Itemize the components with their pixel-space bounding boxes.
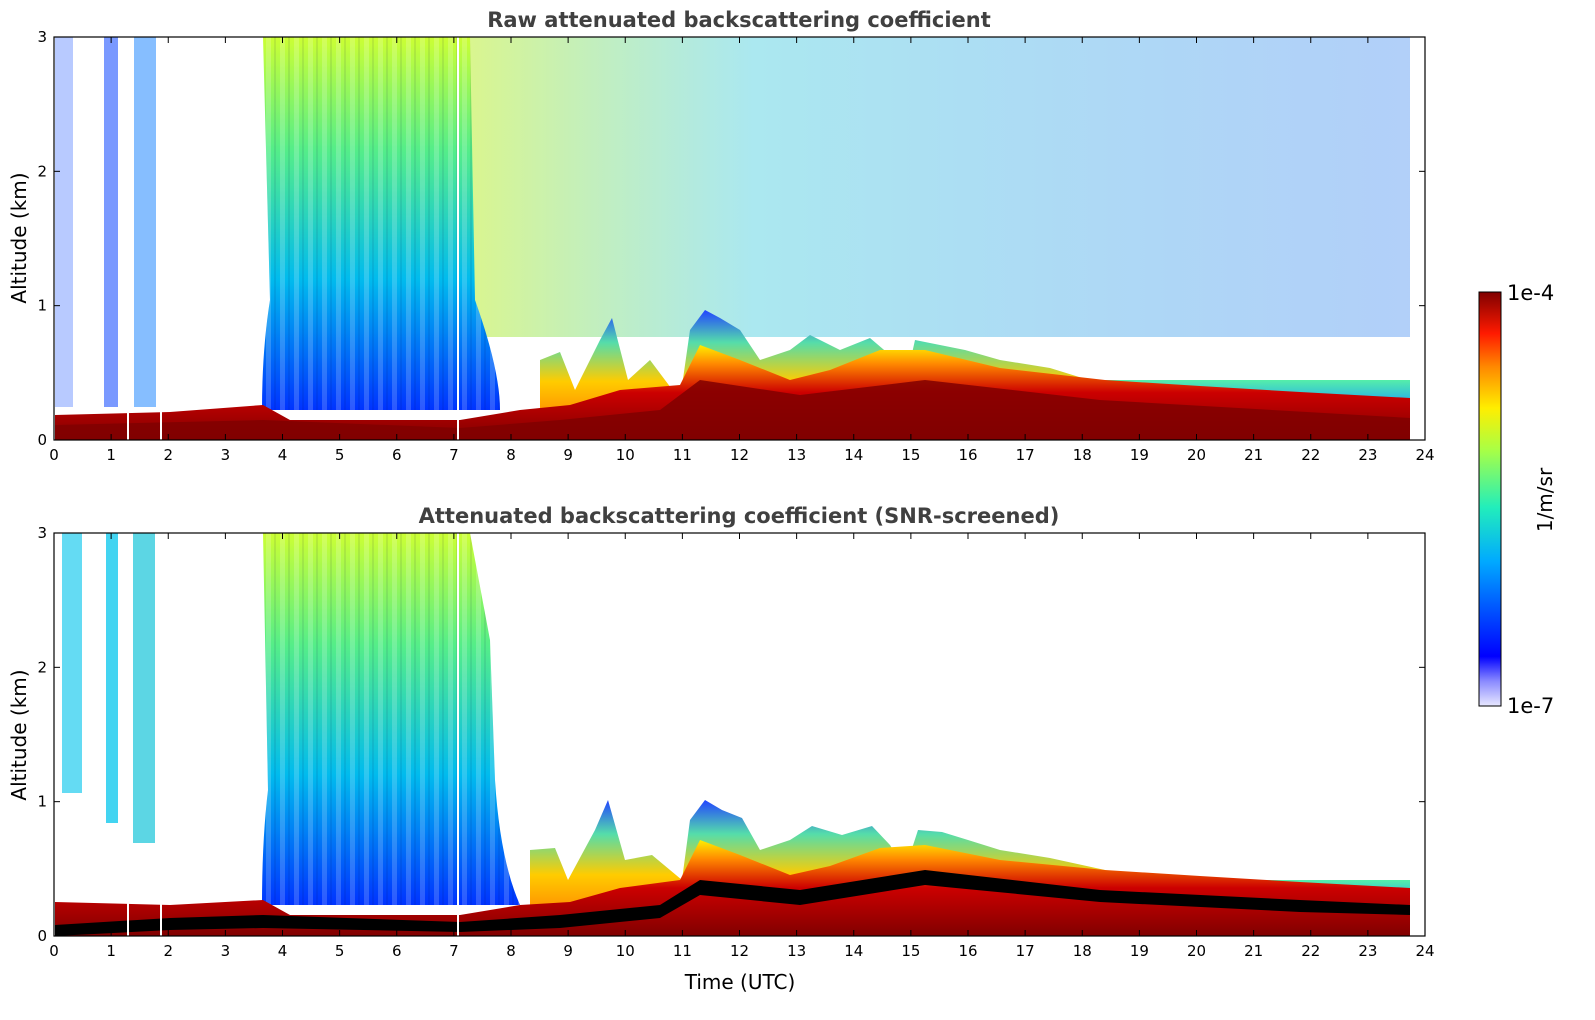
panel-screened-xticks: 0 1 2 3 4 5 6 7 8 9 10 11 12 13 14 15 16 17 18 19 20 21 22 23 24 bbox=[49, 533, 1435, 960]
xtick-label: 18 bbox=[1073, 446, 1092, 464]
xtick-label: 19 bbox=[1130, 446, 1149, 464]
xtick-label: 7 bbox=[449, 446, 459, 464]
xtick-label: 11 bbox=[673, 446, 692, 464]
xtick-label: 17 bbox=[1016, 446, 1035, 464]
raw-streak-1 bbox=[55, 37, 73, 407]
xtick-label: 1 bbox=[106, 446, 116, 464]
xtick-label: 11 bbox=[673, 942, 692, 960]
panel-raw-title: Raw attenuated backscattering coefficien… bbox=[487, 8, 991, 32]
xtick-label: 16 bbox=[958, 446, 977, 464]
xtick-label: 3 bbox=[221, 942, 231, 960]
xtick-label: 2 bbox=[163, 446, 173, 464]
xtick-label: 3 bbox=[221, 446, 231, 464]
xtick-label: 15 bbox=[901, 446, 920, 464]
xtick-label: 23 bbox=[1358, 446, 1377, 464]
xtick-label: 18 bbox=[1073, 942, 1092, 960]
xtick-label: 8 bbox=[506, 446, 516, 464]
panel-screened-ylabel: Altitude (km) bbox=[7, 669, 31, 800]
ytick-label: 3 bbox=[37, 524, 47, 542]
raw-streak-3 bbox=[134, 37, 156, 407]
panel-screened-plot-area bbox=[55, 533, 1410, 936]
xtick-label: 5 bbox=[335, 942, 345, 960]
xtick-label: 12 bbox=[730, 446, 749, 464]
screened-black-core bbox=[55, 870, 1410, 936]
xtick-label: 9 bbox=[563, 942, 573, 960]
xtick-label: 16 bbox=[958, 942, 977, 960]
xtick-label: 24 bbox=[1415, 446, 1434, 464]
ytick-label: 3 bbox=[37, 28, 47, 46]
xtick-label: 21 bbox=[1244, 446, 1263, 464]
colorbar-min-label: 1e-7 bbox=[1507, 694, 1554, 718]
xtick-label: 15 bbox=[901, 942, 920, 960]
xtick-label: 20 bbox=[1187, 446, 1206, 464]
xtick-label: 22 bbox=[1301, 942, 1320, 960]
colorbar-label: 1/m/sr bbox=[1533, 467, 1557, 532]
panel-raw-xticks: 0 1 2 3 4 5 6 7 8 9 10 11 12 13 14 15 16 17 18 19 20 21 22 23 24 bbox=[49, 37, 1435, 464]
screened-streak-2 bbox=[106, 533, 118, 823]
ytick-label: 2 bbox=[37, 658, 47, 676]
xtick-label: 22 bbox=[1301, 446, 1320, 464]
xtick-label: 17 bbox=[1016, 942, 1035, 960]
xtick-label: 4 bbox=[278, 446, 288, 464]
xtick-label: 5 bbox=[335, 446, 345, 464]
xtick-label: 13 bbox=[787, 446, 806, 464]
panel-screened-yticks: 0 1 2 3 bbox=[37, 524, 1425, 945]
panel-screened-xlabel: Time (UTC) bbox=[684, 970, 796, 994]
xtick-label: 24 bbox=[1415, 942, 1434, 960]
xtick-label: 6 bbox=[392, 942, 402, 960]
panel-screened-title: Attenuated backscattering coefficient (S… bbox=[419, 504, 1060, 528]
xtick-label: 0 bbox=[49, 446, 59, 464]
screened-streak-1 bbox=[62, 533, 82, 793]
xtick-label: 1 bbox=[106, 942, 116, 960]
screened-streak-3 bbox=[133, 533, 155, 843]
colorbar-gradient bbox=[1478, 291, 1502, 707]
panel-raw: Raw attenuated backscattering coefficien… bbox=[7, 8, 1435, 464]
xtick-label: 8 bbox=[506, 942, 516, 960]
raw-noise-field bbox=[470, 37, 1410, 337]
panel-raw-plot-area bbox=[55, 37, 1410, 440]
xtick-label: 19 bbox=[1130, 942, 1149, 960]
xtick-label: 6 bbox=[392, 446, 402, 464]
xtick-label: 2 bbox=[163, 942, 173, 960]
xtick-label: 21 bbox=[1244, 942, 1263, 960]
panel-screened: Attenuated backscattering coefficient (S… bbox=[7, 504, 1435, 994]
xtick-label: 10 bbox=[616, 942, 635, 960]
xtick-label: 20 bbox=[1187, 942, 1206, 960]
panel-raw-ylabel: Altitude (km) bbox=[7, 172, 31, 303]
panel-raw-yticks: 0 1 2 3 bbox=[37, 28, 1425, 449]
xtick-label: 13 bbox=[787, 942, 806, 960]
ytick-label: 0 bbox=[37, 927, 47, 945]
xtick-label: 7 bbox=[449, 942, 459, 960]
colorbar: 1e-4 1e-7 1/m/sr bbox=[1478, 281, 1557, 718]
colorbar-max-label: 1e-4 bbox=[1507, 281, 1554, 305]
xtick-label: 10 bbox=[616, 446, 635, 464]
ytick-label: 1 bbox=[37, 793, 47, 811]
xtick-label: 23 bbox=[1358, 942, 1377, 960]
xtick-label: 9 bbox=[563, 446, 573, 464]
xtick-label: 4 bbox=[278, 942, 288, 960]
ytick-label: 2 bbox=[37, 162, 47, 180]
raw-streak-2 bbox=[104, 37, 118, 407]
xtick-label: 14 bbox=[844, 942, 863, 960]
xtick-label: 0 bbox=[49, 942, 59, 960]
ytick-label: 0 bbox=[37, 431, 47, 449]
ytick-label: 1 bbox=[37, 297, 47, 315]
xtick-label: 14 bbox=[844, 446, 863, 464]
xtick-label: 12 bbox=[730, 942, 749, 960]
